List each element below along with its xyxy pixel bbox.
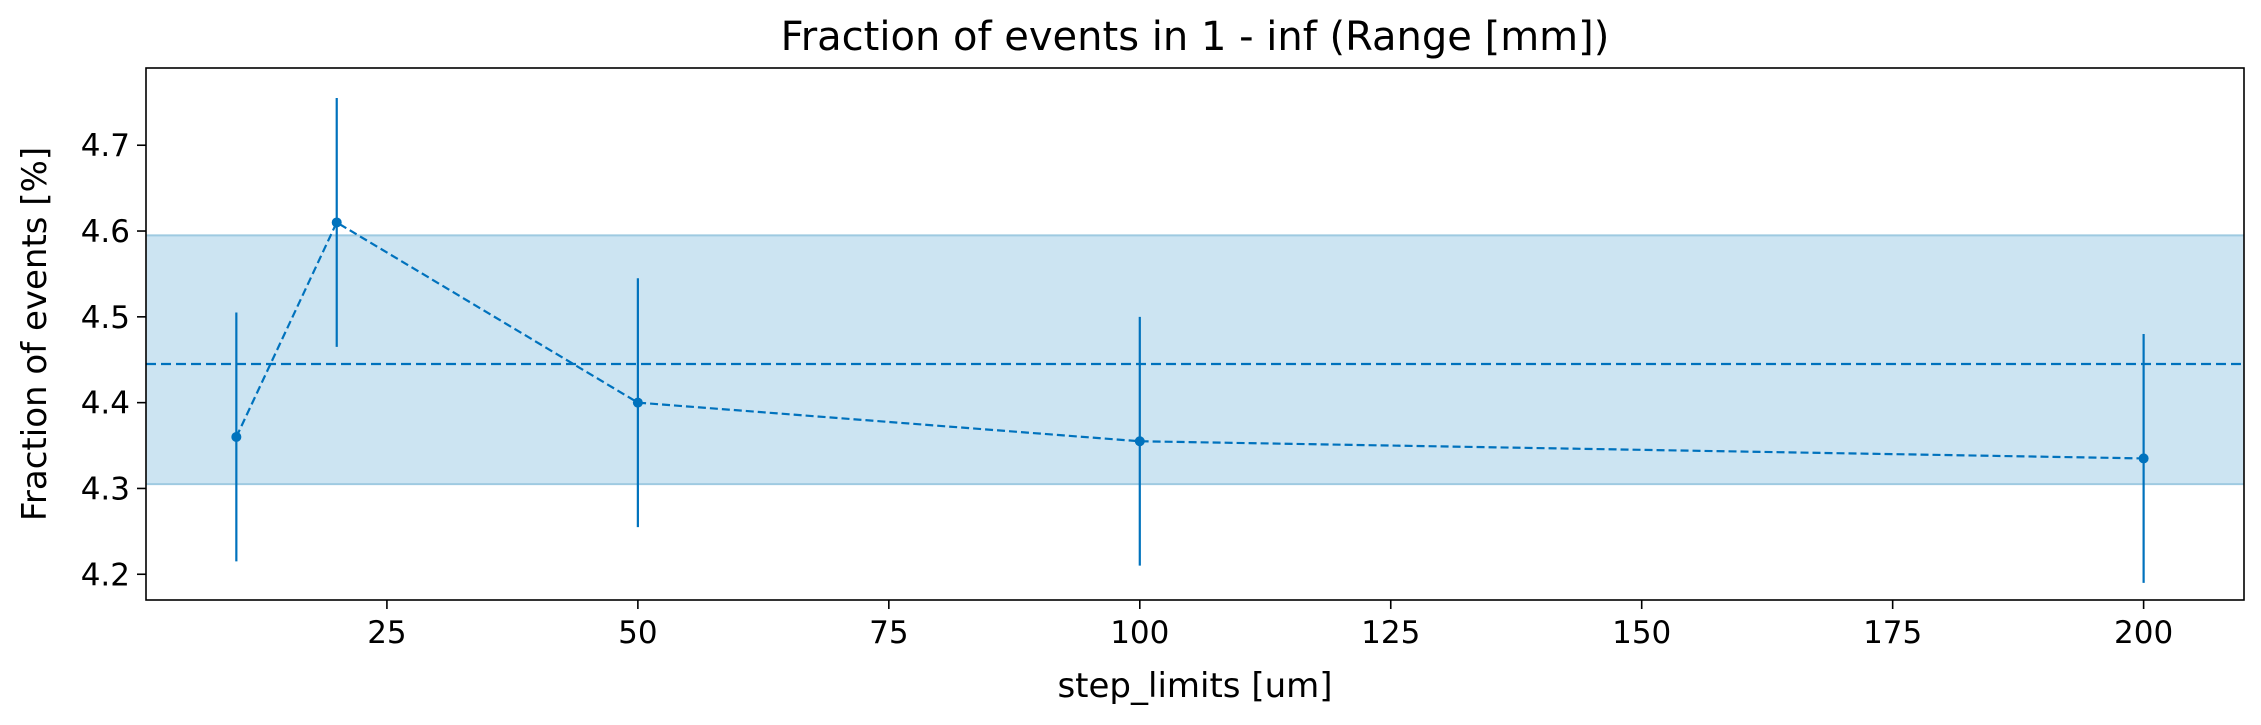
- x-tick-label: 200: [2114, 615, 2173, 651]
- data-point: [2138, 453, 2149, 464]
- uncertainty-band: [146, 235, 2244, 485]
- y-tick-label: 4.5: [81, 300, 130, 336]
- point-layer: [231, 217, 2149, 464]
- y-tick-label: 4.2: [81, 557, 130, 593]
- y-tick-label: 4.6: [81, 214, 130, 250]
- data-point: [231, 431, 242, 442]
- plot-frame: [145, 67, 2245, 601]
- x-tick-label: 25: [367, 615, 406, 651]
- x-axis-label: step_limits [um]: [1057, 666, 1332, 706]
- x-tick-label: 175: [1863, 615, 1922, 651]
- y-tick-label: 4.4: [81, 386, 130, 422]
- line-layer: [235, 220, 2144, 460]
- x-tick-label: 150: [1612, 615, 1671, 651]
- x-tick-label: 100: [1110, 615, 1169, 651]
- y-tick-label: 4.3: [81, 471, 130, 507]
- band-layer: [146, 234, 2244, 486]
- data-point: [331, 217, 342, 228]
- data-point: [1134, 436, 1145, 447]
- chart-title: Fraction of events in 1 - inf (Range [mm…: [781, 14, 1610, 60]
- y-axis-label: Fraction of events [%]: [15, 147, 55, 521]
- x-tick-label: 75: [869, 615, 908, 651]
- y-tick-label: 4.7: [81, 128, 130, 164]
- x-tick-label: 125: [1361, 615, 1420, 651]
- data-point: [632, 397, 643, 408]
- series-line: [235, 220, 2144, 460]
- tick-layer: 25 50 75 100 125 150 175 200 4.2 4.3 4.4 4.5 4.6 4.7: [81, 128, 2174, 651]
- x-tick-label: 50: [618, 615, 657, 651]
